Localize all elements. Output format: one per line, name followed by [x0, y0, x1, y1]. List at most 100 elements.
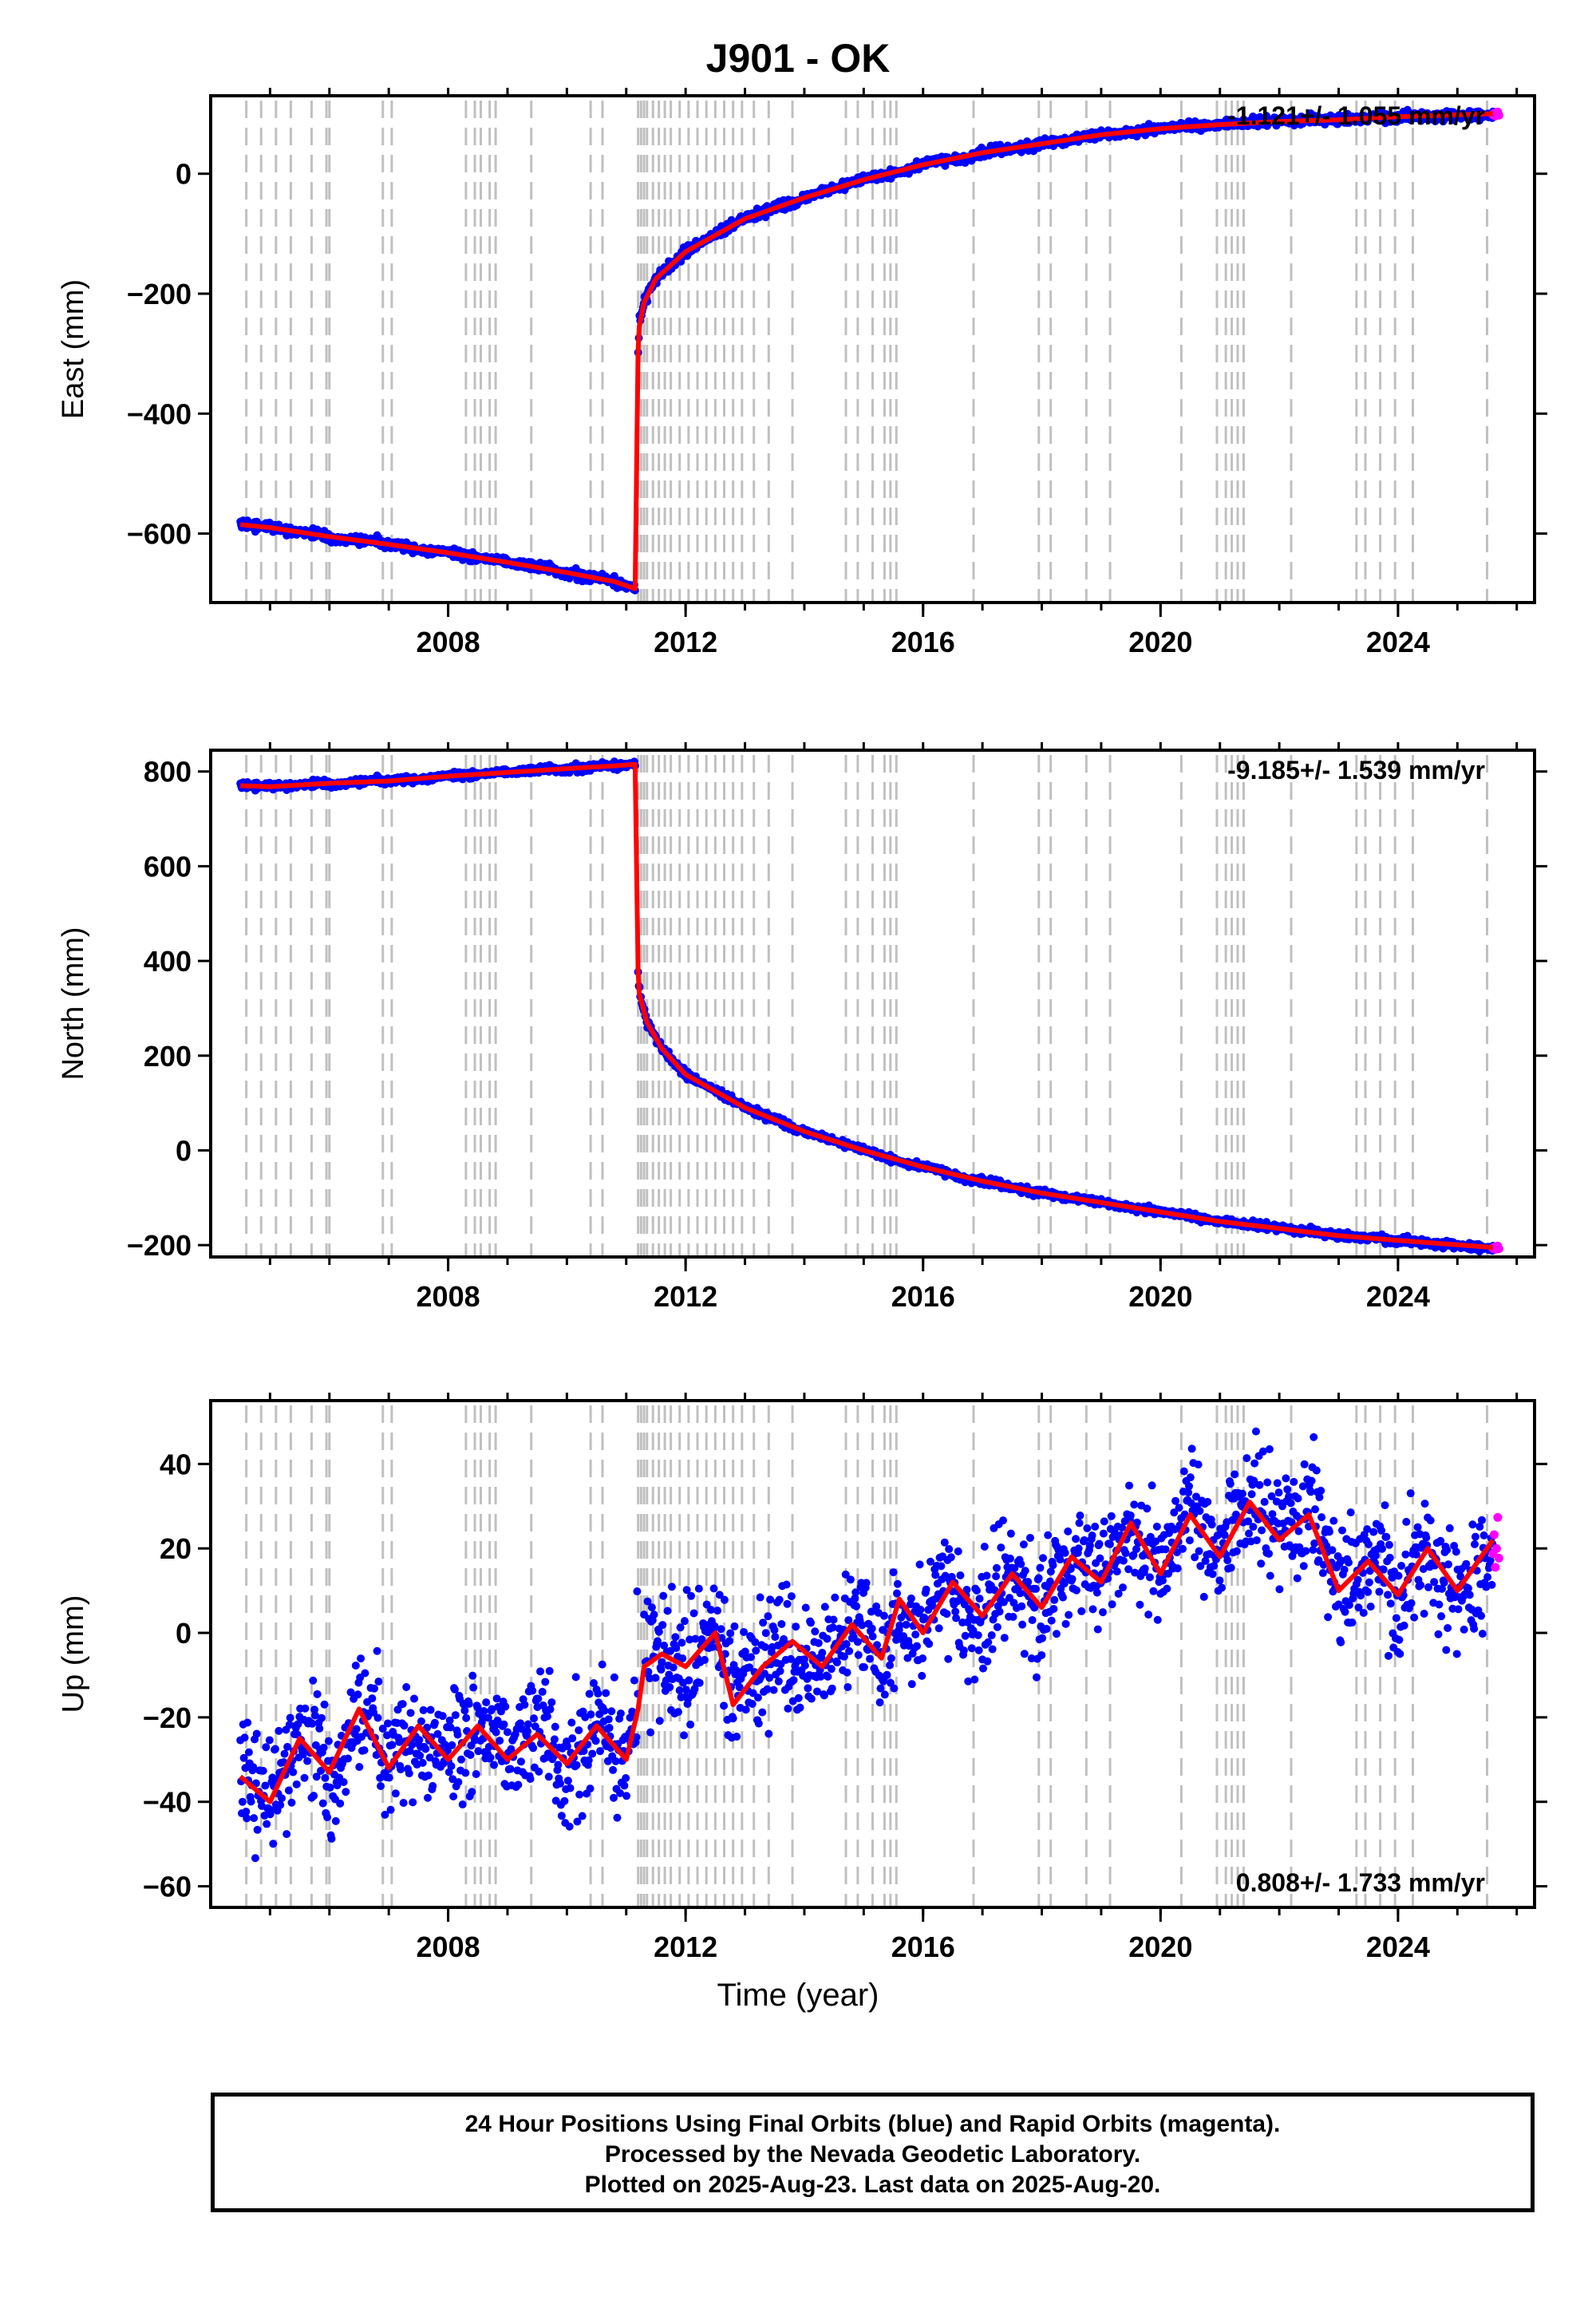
data-point: [301, 1704, 310, 1713]
data-point: [956, 1571, 965, 1580]
data-point: [922, 1585, 930, 1594]
data-point: [250, 1814, 259, 1823]
data-point: [720, 1595, 729, 1604]
data-point: [453, 1730, 462, 1739]
data-point: [828, 1684, 836, 1693]
data-point: [501, 1702, 510, 1711]
data-point: [827, 1665, 836, 1674]
data-point: [578, 1812, 587, 1820]
data-point: [492, 1728, 500, 1737]
data-point: [879, 1611, 888, 1620]
data-point: [1050, 1595, 1059, 1604]
data-point: [385, 1773, 393, 1782]
data-point: [282, 1830, 291, 1839]
data-point: [572, 1761, 581, 1769]
data-point: [980, 1542, 989, 1551]
data-point: [534, 1694, 543, 1703]
data-point: [862, 1579, 871, 1587]
data-point: [695, 1678, 704, 1687]
data-point: [1005, 1554, 1014, 1563]
data-point: [456, 1755, 465, 1764]
data-point: [1038, 1634, 1047, 1642]
data-point: [240, 1733, 249, 1742]
data-point: [571, 1673, 580, 1682]
data-point: [545, 1666, 554, 1675]
data-point: [967, 1644, 976, 1653]
data-point: [468, 1788, 476, 1796]
data-point: [406, 1709, 415, 1717]
data-point: [875, 1698, 884, 1707]
data-point: [907, 1680, 916, 1689]
data-point: [317, 1713, 326, 1722]
data-point: [709, 1584, 718, 1593]
data-point: [717, 1625, 725, 1634]
data-point: [754, 1719, 763, 1728]
data-point: [730, 1622, 739, 1630]
data-point: [616, 1709, 625, 1717]
data-point: [567, 1718, 576, 1727]
data-point: [416, 1751, 425, 1760]
data-point: [659, 1591, 668, 1600]
data-point: [774, 1677, 783, 1686]
data-point: [319, 1743, 328, 1752]
data-point: [982, 1571, 991, 1580]
data-point: [587, 1710, 595, 1719]
data-point: [794, 1694, 803, 1702]
data-point: [663, 1607, 672, 1615]
data-point: [975, 1595, 984, 1603]
data-point: [974, 1646, 983, 1654]
data-point: [842, 1640, 851, 1649]
data-point: [313, 1690, 322, 1698]
data-point: [845, 1646, 854, 1655]
data-point: [526, 1775, 535, 1784]
data-point: [503, 1728, 512, 1737]
data-point: [999, 1516, 1008, 1525]
data-point: [893, 1589, 902, 1598]
data-point: [486, 1753, 495, 1762]
data-point: [447, 1761, 456, 1770]
data-point: [925, 1639, 934, 1648]
data-point: [1025, 1533, 1034, 1542]
data-point: [355, 1763, 364, 1772]
data-point: [992, 1572, 1001, 1581]
data-point: [868, 1632, 877, 1641]
data-point: [265, 1736, 274, 1745]
data-point: [992, 1563, 1001, 1572]
data-point: [775, 1595, 784, 1604]
data-point: [811, 1627, 820, 1636]
data-point: [725, 1637, 734, 1646]
data-point: [758, 1708, 767, 1717]
data-point: [915, 1560, 924, 1569]
data-point: [530, 1714, 539, 1723]
data-point: [550, 1735, 559, 1744]
data-point: [961, 1631, 970, 1640]
data-point: [315, 1724, 324, 1733]
data-point: [546, 1705, 555, 1713]
data-point: [568, 1734, 577, 1743]
data-point: [760, 1642, 769, 1651]
data-point: [954, 1547, 962, 1555]
data-point: [972, 1586, 981, 1595]
data-point: [1006, 1529, 1015, 1538]
data-point: [598, 1660, 606, 1669]
data-point: [321, 1773, 330, 1782]
data-point: [286, 1713, 294, 1722]
data-point: [472, 1770, 480, 1779]
data-point: [244, 1748, 253, 1757]
data-point: [752, 1646, 760, 1655]
data-point: [609, 1765, 618, 1774]
east-event-lines: [245, 101, 1488, 601]
data-point: [1018, 1620, 1027, 1629]
data-point: [852, 1602, 861, 1611]
data-point: [303, 1757, 312, 1765]
data-point: [777, 1619, 786, 1628]
data-point: [1020, 1650, 1029, 1658]
data-point: [944, 1654, 953, 1663]
data-point: [620, 1781, 629, 1790]
data-point: [300, 1773, 309, 1782]
data-point: [588, 1749, 597, 1758]
data-point: [398, 1700, 407, 1709]
data-point: [776, 1666, 784, 1675]
data-point: [514, 1780, 523, 1789]
data-point: [700, 1655, 709, 1664]
